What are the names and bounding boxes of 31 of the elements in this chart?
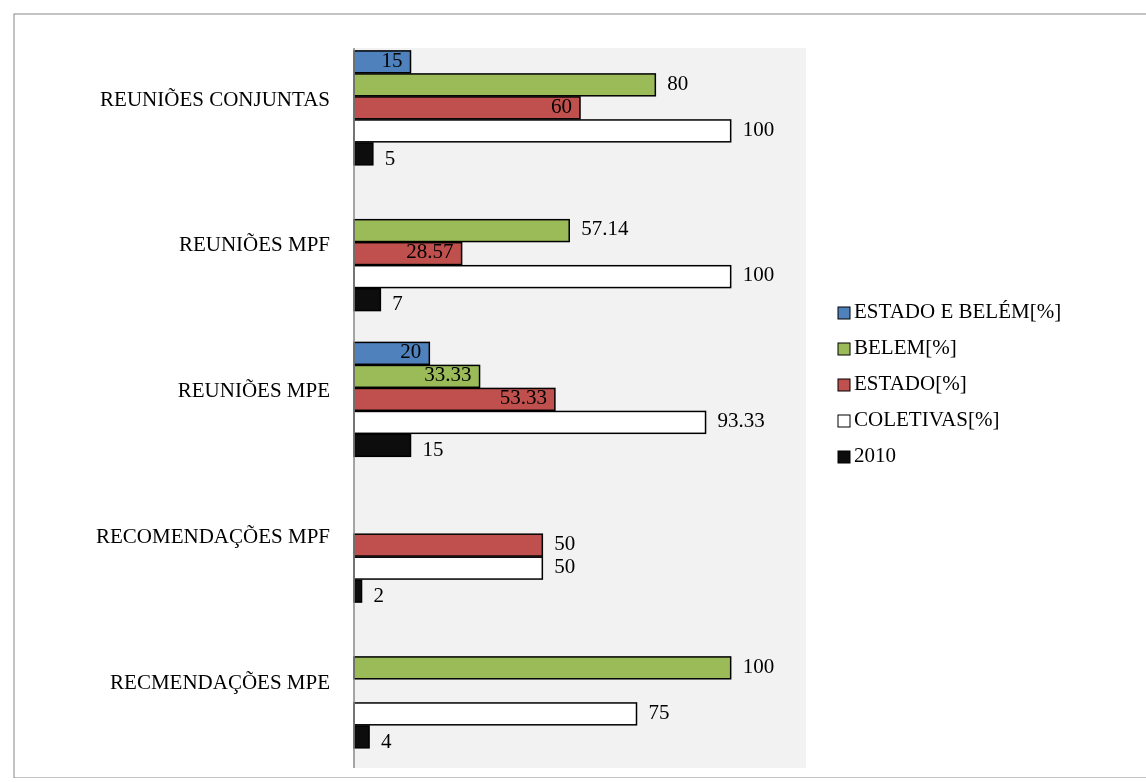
y-tick-label: RECMENDAÇÕES MPE xyxy=(110,669,330,694)
data-label: 15 xyxy=(422,437,444,462)
data-label: 7 xyxy=(392,291,403,316)
data-label: 33.33 xyxy=(424,362,472,387)
data-label: 5 xyxy=(384,145,396,170)
y-tick-label: REUNIÕES MPE xyxy=(177,378,330,403)
data-label: 50 xyxy=(554,530,576,555)
data-label: 28.57 xyxy=(406,239,454,264)
data-label: 75 xyxy=(648,699,670,724)
legend-label: COLETIVAS[%] xyxy=(854,406,1000,431)
data-label: 20 xyxy=(400,339,422,364)
data-label: 100 xyxy=(742,653,775,678)
data-label: 60 xyxy=(551,93,572,118)
data-label: 53.33 xyxy=(499,385,547,410)
bar xyxy=(353,656,732,680)
data-label: 100 xyxy=(742,262,775,287)
y-tick-label: REUNIÕES MPF xyxy=(178,232,330,257)
legend-label: ESTADO E BELÉM[%] xyxy=(854,298,1062,323)
data-label: 2 xyxy=(373,582,385,607)
legend-label: 2010 xyxy=(854,442,896,467)
legend-label: BELEM[%] xyxy=(854,334,957,359)
data-label: 93.33 xyxy=(717,408,765,433)
data-label: 50 xyxy=(554,553,576,578)
data-label: 57.14 xyxy=(581,216,629,241)
legend-label: ESTADO[%] xyxy=(854,370,967,395)
data-label: 4 xyxy=(381,728,393,753)
data-label: 100 xyxy=(742,116,775,141)
data-label: 15 xyxy=(381,47,403,72)
y-tick-label: RECOMENDAÇÕES MPF xyxy=(96,523,330,548)
y-tick-label: REUNIÕES CONJUNTAS xyxy=(100,86,330,111)
data-label: 80 xyxy=(667,70,689,95)
